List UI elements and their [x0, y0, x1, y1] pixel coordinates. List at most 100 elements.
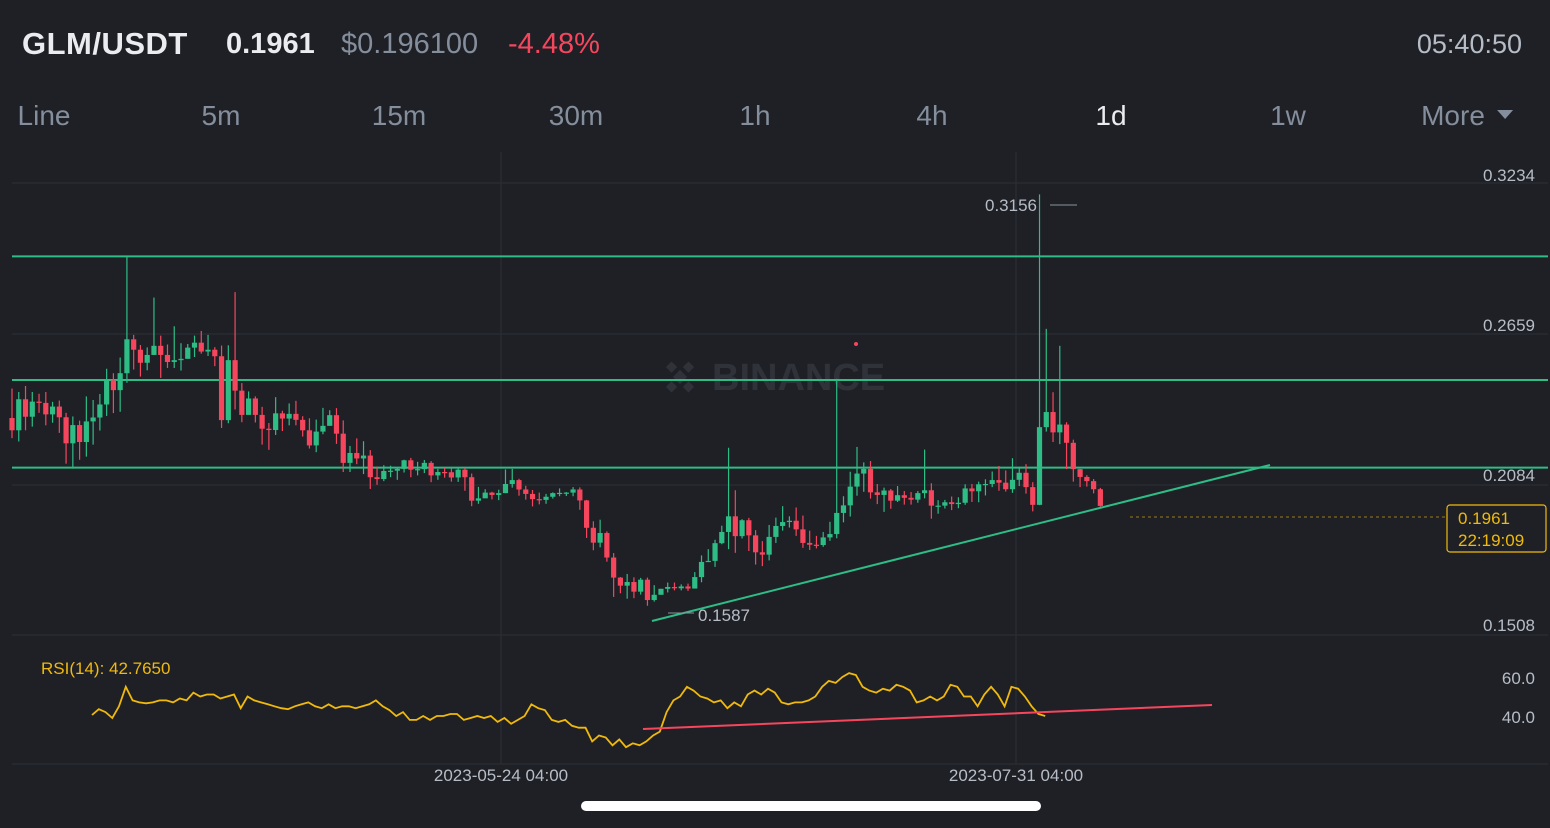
- watermark-text: BINANCE: [712, 357, 885, 399]
- candle: [9, 388, 15, 439]
- candle: [800, 515, 806, 548]
- candle: [935, 500, 941, 514]
- candle: [347, 445, 353, 473]
- price-chart[interactable]: BINANCE 0.3156 0.1587 0.3234 0.2659 0.20…: [0, 150, 1550, 790]
- candle-body: [820, 537, 826, 546]
- tab-1w[interactable]: 1w: [1270, 100, 1306, 131]
- candle-body: [834, 512, 840, 535]
- candle-body: [1050, 412, 1056, 433]
- candle: [408, 457, 414, 478]
- candle-body: [104, 380, 110, 405]
- candle: [1003, 470, 1009, 492]
- candle: [164, 344, 171, 368]
- tab-4h[interactable]: 4h: [916, 100, 948, 131]
- candle: [509, 468, 515, 488]
- candle-body: [286, 413, 292, 419]
- tab-1d[interactable]: 1d: [1095, 100, 1127, 131]
- candle: [1030, 482, 1036, 512]
- candle: [962, 484, 968, 505]
- tab-30m[interactable]: 30m: [548, 100, 604, 131]
- time-tick: 2023-05-24 04:00: [434, 766, 568, 785]
- candle: [928, 483, 934, 519]
- candle: [354, 438, 360, 465]
- candle-body: [158, 345, 164, 355]
- candle: [502, 469, 509, 494]
- candle: [922, 449, 928, 499]
- candle-body: [1097, 489, 1103, 506]
- candle: [83, 396, 89, 457]
- candle: [786, 516, 792, 528]
- candle-body: [1043, 412, 1049, 428]
- candle-body: [982, 483, 989, 486]
- candle: [320, 407, 326, 435]
- candle-body: [9, 418, 15, 431]
- candle-body: [482, 492, 488, 499]
- candle: [1016, 466, 1022, 487]
- candle: [536, 492, 542, 505]
- candle: [191, 335, 198, 358]
- horizontal-levels: [12, 255, 1548, 469]
- candle-body: [969, 488, 975, 492]
- tab-15m[interactable]: 15m: [371, 100, 427, 131]
- candle-body: [935, 505, 941, 507]
- candle-body: [597, 533, 603, 543]
- candle-body: [77, 425, 83, 443]
- candle-body: [780, 522, 786, 526]
- candle: [469, 473, 475, 507]
- candle-body: [232, 360, 238, 391]
- candle-body: [421, 462, 427, 470]
- candle: [313, 419, 319, 453]
- candle: [482, 489, 488, 499]
- candle: [259, 406, 265, 445]
- candle-body: [766, 536, 772, 555]
- home-indicator[interactable]: [581, 801, 1041, 811]
- candle-body: [279, 413, 285, 419]
- candle-body: [428, 462, 434, 476]
- candle-body: [435, 472, 441, 476]
- candle-body: [813, 544, 820, 546]
- candle: [820, 531, 826, 547]
- candle: [955, 497, 961, 509]
- candle: [185, 343, 191, 359]
- candle-body: [144, 354, 150, 363]
- candle: [834, 378, 840, 539]
- candle: [901, 491, 907, 505]
- candle-body: [469, 477, 475, 501]
- candle: [104, 368, 110, 416]
- candle-body: [16, 399, 22, 431]
- candle-body: [529, 493, 536, 500]
- tab-1h[interactable]: 1h: [739, 100, 771, 131]
- candle: [16, 391, 22, 442]
- candle-body: [1016, 472, 1022, 480]
- candle-body: [327, 415, 333, 426]
- candle: [712, 539, 718, 567]
- candle-body: [63, 417, 69, 444]
- tab-more[interactable]: More: [1421, 100, 1513, 132]
- candle: [137, 345, 144, 377]
- candle: [671, 582, 678, 591]
- candle-body: [29, 401, 35, 417]
- candle: [678, 584, 684, 591]
- candle: [279, 410, 285, 432]
- candle: [70, 416, 76, 469]
- countdown-value: 22:19:09: [1458, 531, 1524, 550]
- last-price: 0.1961: [226, 28, 315, 60]
- candle-body: [692, 577, 698, 589]
- candle-body: [725, 516, 732, 532]
- candle: [942, 499, 948, 509]
- candle: [1009, 458, 1016, 493]
- candle-body: [164, 354, 171, 362]
- candle: [1077, 468, 1083, 488]
- candle-body: [185, 347, 191, 359]
- candle: [340, 420, 346, 473]
- candle-body: [171, 360, 177, 362]
- trading-pair[interactable]: GLM/USDT: [22, 26, 188, 61]
- candle-body: [665, 586, 671, 589]
- candle-body: [401, 460, 407, 469]
- tab-5m[interactable]: 5m: [201, 100, 241, 131]
- candle-body: [962, 488, 968, 503]
- candle-body: [955, 502, 961, 505]
- candle-body: [496, 493, 502, 495]
- candle-body: [191, 342, 198, 348]
- tab-line[interactable]: Line: [17, 100, 71, 131]
